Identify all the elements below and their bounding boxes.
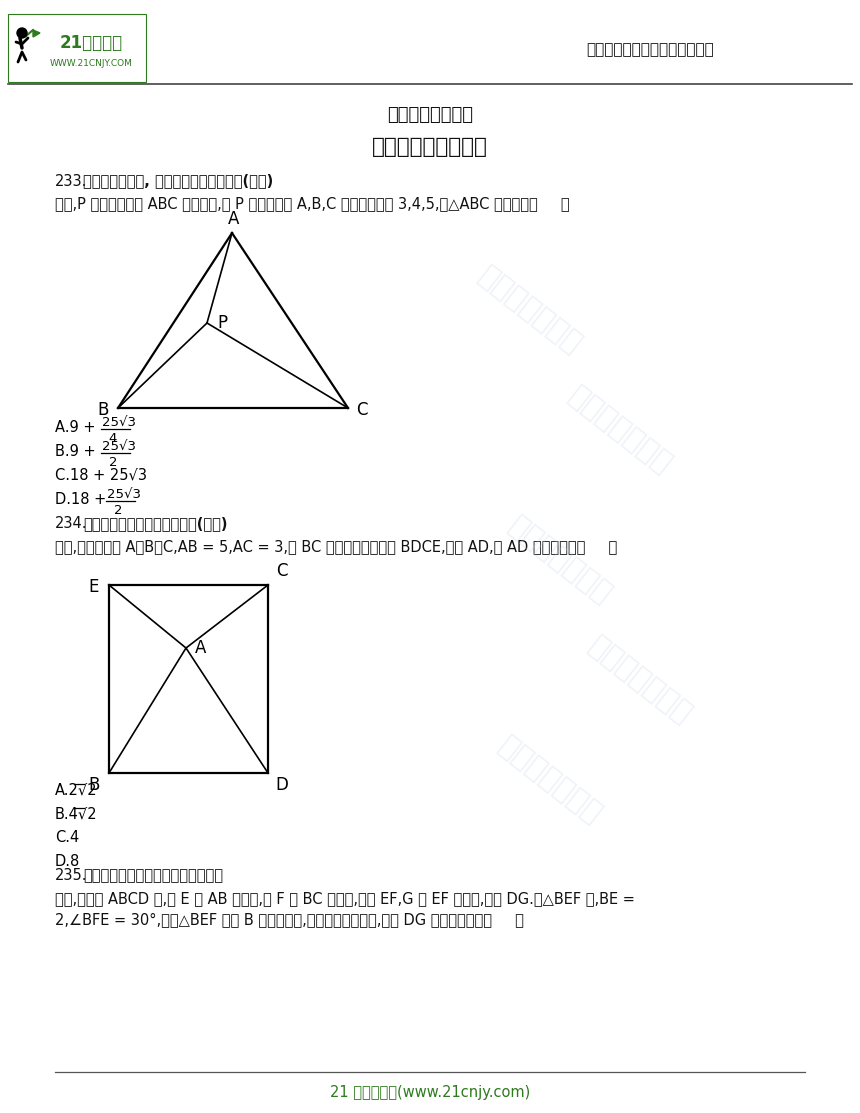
Text: D.18 +: D.18 + — [55, 492, 111, 506]
Text: 教育网精选资料: 教育网精选资料 — [473, 262, 587, 358]
Text: C.4: C.4 — [55, 830, 79, 846]
Text: 235.: 235. — [55, 868, 88, 884]
Polygon shape — [33, 30, 40, 37]
Text: D.8: D.8 — [55, 855, 80, 869]
Text: 21 世纪教育网(www.21cnjy.com): 21 世纪教育网(www.21cnjy.com) — [330, 1084, 530, 1100]
Text: 线段旋转过程中隐形圆求它的最大值: 线段旋转过程中隐形圆求它的最大值 — [83, 868, 223, 884]
Text: A.2√2: A.2√2 — [55, 782, 98, 798]
Text: 2: 2 — [114, 503, 122, 516]
Text: 2,∠BFE = 30°,若将△BEF 绕点 B 逆时针旋转,则在旋转的过程中,线段 DG 长的最大值是（     ）: 2,∠BFE = 30°,若将△BEF 绕点 B 逆时针旋转,则在旋转的过程中,… — [55, 913, 524, 927]
Text: 如图,平面内三点 A、B、C,AB = 5,AC = 3,以 BC 为对角线作正方形 BDCE,连接 AD,则 AD 的最大值是（     ）: 如图,平面内三点 A、B、C,AB = 5,AC = 3,以 BC 为对角线作正… — [55, 540, 617, 554]
Text: B: B — [89, 776, 100, 794]
Text: A: A — [228, 210, 240, 228]
Text: 如图,P 为等边三角形 ABC 内的一点,且 P 到三个顶点 A,B,C 的距离分别为 3,4,5,则△ABC 的面积为（     ）: 如图,P 为等边三角形 ABC 内的一点,且 P 到三个顶点 A,B,C 的距离… — [55, 197, 569, 211]
Text: C: C — [356, 401, 368, 418]
Text: E: E — [89, 578, 99, 595]
Text: 25√3: 25√3 — [102, 415, 136, 429]
Text: 如图,在矩形 ABCD 中,点 E 是 AB 的中点,点 F 是 BC 的中点,连接 EF,G 是 EF 的中点,连接 DG.在△BEF 中,BE =: 如图,在矩形 ABCD 中,点 E 是 AB 的中点,点 F 是 BC 的中点,… — [55, 892, 635, 906]
Text: 第十二节：旋转模型: 第十二节：旋转模型 — [372, 137, 488, 157]
Text: 教育网精选资料: 教育网精选资料 — [583, 631, 697, 729]
Text: 25√3: 25√3 — [107, 487, 141, 501]
Text: P: P — [217, 314, 227, 332]
Bar — [8, 14, 146, 82]
Text: B.9 +: B.9 + — [55, 443, 101, 459]
Text: B: B — [97, 401, 108, 418]
Text: 234.: 234. — [55, 516, 88, 532]
Text: 教育网精选资料: 教育网精选资料 — [503, 511, 617, 609]
Text: 2: 2 — [108, 455, 117, 469]
Circle shape — [17, 28, 27, 38]
Text: C.18 + 25√3: C.18 + 25√3 — [55, 467, 147, 483]
Text: 4: 4 — [109, 432, 117, 444]
Text: A: A — [195, 639, 206, 657]
Text: 线段旋转变换后, 勾股定理求三角形面积(初二): 线段旋转变换后, 勾股定理求三角形面积(初二) — [83, 174, 273, 188]
Text: 25√3: 25√3 — [102, 440, 136, 453]
Text: WWW.21CNJY.COM: WWW.21CNJY.COM — [50, 59, 132, 68]
Text: C: C — [276, 562, 288, 580]
Text: 教育网精选资料: 教育网精选资料 — [563, 382, 677, 479]
Text: 中小学教育资源及组卷应用平台: 中小学教育资源及组卷应用平台 — [587, 42, 714, 58]
Text: A.9 +: A.9 + — [55, 420, 100, 434]
Text: 21世纪教育: 21世纪教育 — [59, 35, 123, 52]
Text: 旋转模型手拉手全等求最大值(初二): 旋转模型手拉手全等求最大值(初二) — [83, 516, 228, 532]
Text: 233.: 233. — [55, 174, 88, 188]
Text: D: D — [275, 776, 288, 794]
Text: B.4√2: B.4√2 — [55, 807, 98, 821]
Text: 中考数学几何模型: 中考数学几何模型 — [387, 106, 473, 124]
Text: 教育网精选资料: 教育网精选资料 — [493, 731, 607, 829]
